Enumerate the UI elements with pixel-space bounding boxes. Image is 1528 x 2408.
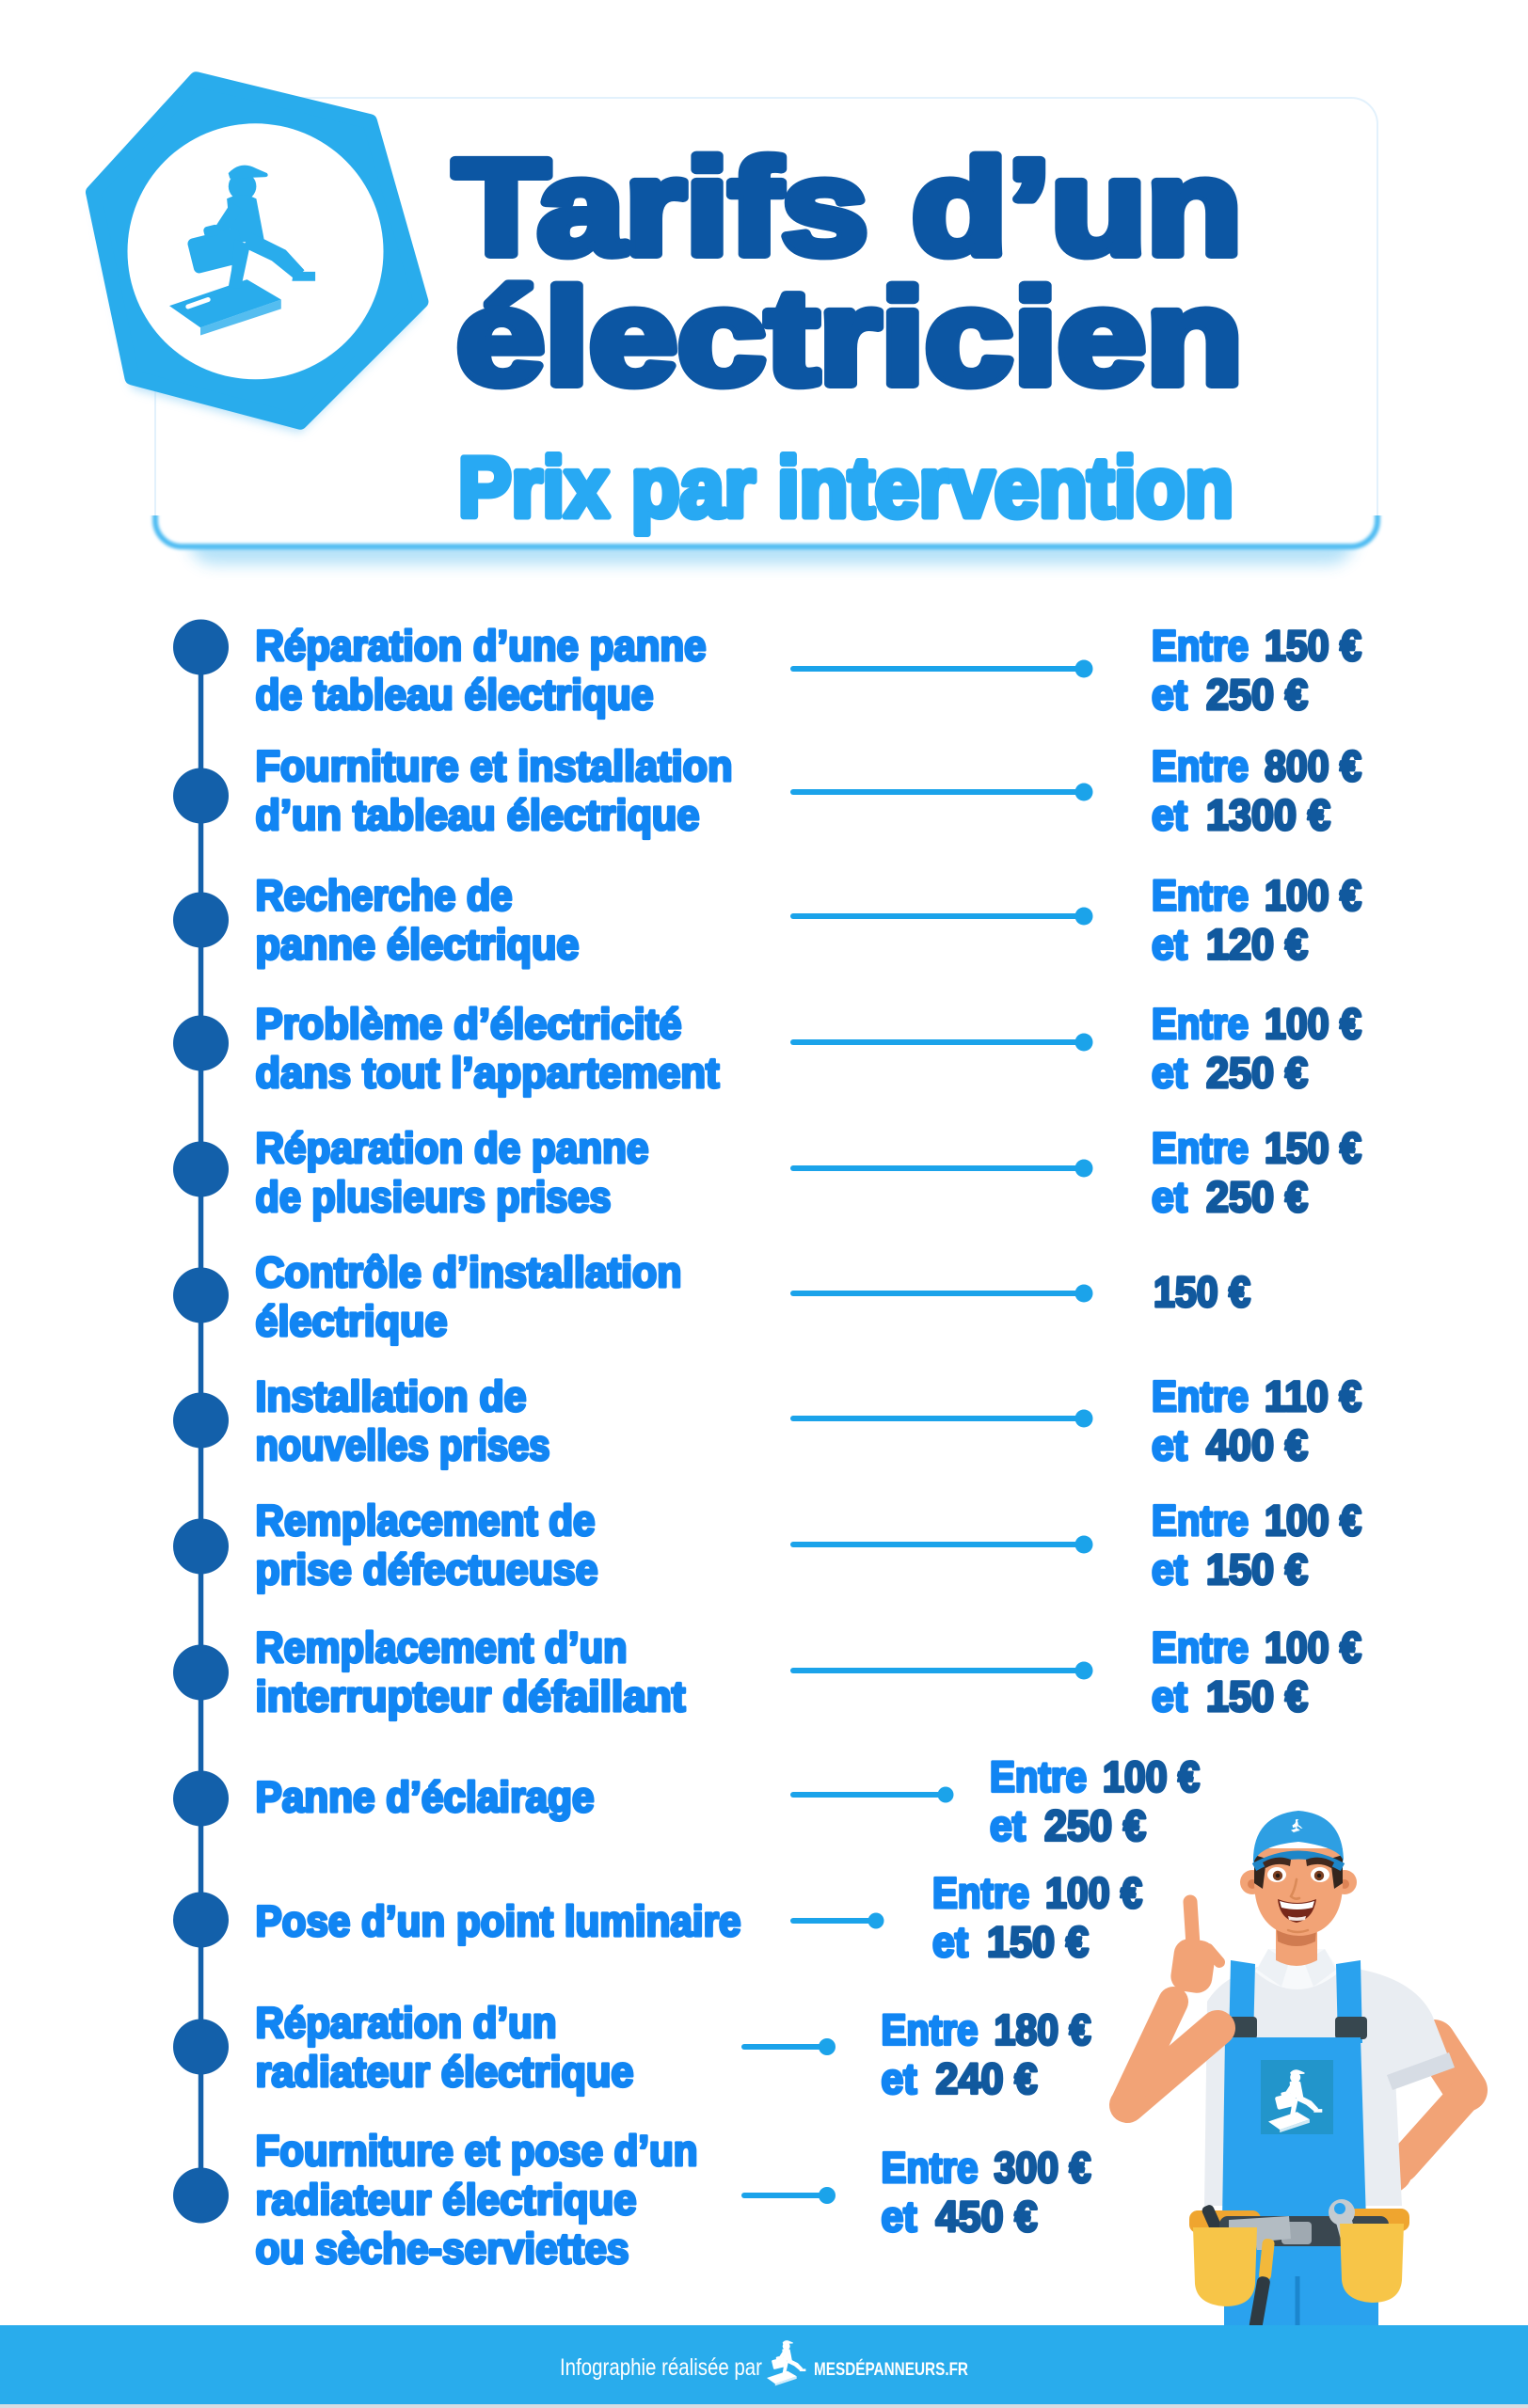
svg-text:et: et: [1152, 1049, 1187, 1097]
svg-text:et: et: [932, 1918, 968, 1966]
svg-text:150 €: 150 €: [987, 1918, 1089, 1966]
svg-text:Fourniture et pose d’un: Fourniture et pose d’un: [256, 2127, 698, 2175]
svg-text:Entre: Entre: [1152, 1497, 1249, 1545]
svg-text:MESDÉPANNEURS.FR: MESDÉPANNEURS.FR: [814, 2358, 968, 2380]
svg-text:Tarifs d’un: Tarifs d’un: [454, 132, 1242, 283]
svg-text:de tableau électrique: de tableau électrique: [256, 671, 654, 719]
svg-text:Entre: Entre: [1152, 1624, 1249, 1671]
svg-text:Infographie réalisée par: Infographie réalisée par: [560, 2354, 762, 2381]
svg-text:Recherche de: Recherche de: [256, 872, 513, 920]
svg-text:450 €: 450 €: [936, 2193, 1038, 2241]
svg-text:Entre: Entre: [1152, 622, 1249, 670]
svg-text:110 €: 110 €: [1265, 1372, 1361, 1420]
svg-text:et: et: [1152, 1173, 1187, 1221]
svg-text:Entre: Entre: [882, 2144, 979, 2192]
svg-text:Remplacement d’un: Remplacement d’un: [256, 1624, 628, 1671]
svg-text:150 €: 150 €: [1206, 1545, 1308, 1593]
svg-text:Entre: Entre: [1152, 872, 1249, 920]
svg-text:et: et: [1152, 1421, 1187, 1469]
svg-text:150 €: 150 €: [1206, 1672, 1308, 1720]
svg-text:100 €: 100 €: [1045, 1869, 1142, 1917]
svg-text:et: et: [1152, 671, 1187, 719]
svg-text:250 €: 250 €: [1206, 1173, 1308, 1221]
svg-text:et: et: [1152, 791, 1187, 839]
svg-text:et: et: [990, 1802, 1026, 1850]
svg-text:Réparation d’une panne: Réparation d’une panne: [256, 622, 707, 670]
svg-text:250 €: 250 €: [1206, 1049, 1308, 1097]
svg-text:Entre: Entre: [932, 1869, 1029, 1917]
svg-text:150 €: 150 €: [1265, 622, 1361, 670]
svg-text:Entre: Entre: [882, 2006, 979, 2054]
svg-text:ou sèche-serviettes: ou sèche-serviettes: [256, 2225, 629, 2273]
svg-text:prise défectueuse: prise défectueuse: [256, 1545, 598, 1593]
svg-text:120 €: 120 €: [1206, 921, 1308, 969]
svg-text:Contrôle d’installation: Contrôle d’installation: [256, 1248, 682, 1296]
svg-text:nouvelles prises: nouvelles prises: [256, 1421, 550, 1469]
svg-text:180 €: 180 €: [995, 2006, 1091, 2054]
svg-text:d’un tableau électrique: d’un tableau électrique: [256, 791, 700, 839]
svg-text:Problème d’électricité: Problème d’électricité: [256, 1000, 682, 1048]
svg-text:Remplacement de: Remplacement de: [256, 1497, 596, 1545]
svg-text:100 €: 100 €: [1265, 872, 1361, 920]
svg-text:100 €: 100 €: [1265, 1624, 1361, 1671]
svg-text:150 €: 150 €: [1154, 1268, 1250, 1316]
svg-text:électrique: électrique: [256, 1297, 448, 1345]
svg-text:Réparation d’un: Réparation d’un: [256, 1999, 557, 2047]
svg-text:et: et: [1152, 1672, 1187, 1720]
svg-text:et: et: [1152, 1545, 1187, 1593]
svg-text:Entre: Entre: [1152, 1372, 1249, 1420]
svg-text:150 €: 150 €: [1265, 1124, 1361, 1172]
svg-text:Entre: Entre: [1152, 742, 1249, 790]
svg-text:Entre: Entre: [1152, 1124, 1249, 1172]
svg-text:250 €: 250 €: [1206, 671, 1308, 719]
svg-text:Entre: Entre: [990, 1753, 1087, 1801]
svg-text:radiateur électrique: radiateur électrique: [256, 2176, 637, 2224]
svg-text:400 €: 400 €: [1206, 1421, 1308, 1469]
svg-text:300 €: 300 €: [995, 2144, 1091, 2192]
svg-text:Panne d’éclairage: Panne d’éclairage: [256, 1773, 595, 1821]
svg-text:Pose d’un point luminaire: Pose d’un point luminaire: [256, 1897, 741, 1945]
svg-text:240 €: 240 €: [936, 2055, 1038, 2103]
svg-text:1300 €: 1300 €: [1206, 791, 1330, 839]
svg-text:100 €: 100 €: [1103, 1753, 1200, 1801]
svg-text:et: et: [882, 2055, 917, 2103]
svg-text:250 €: 250 €: [1044, 1802, 1146, 1850]
svg-text:radiateur électrique: radiateur électrique: [256, 2048, 634, 2096]
svg-text:Entre: Entre: [1152, 1000, 1249, 1048]
svg-text:dans tout l’appartement: dans tout l’appartement: [256, 1049, 720, 1097]
svg-text:panne électrique: panne électrique: [256, 921, 580, 969]
svg-text:et: et: [1152, 921, 1187, 969]
svg-text:800 €: 800 €: [1265, 742, 1361, 790]
svg-text:Fourniture et installation: Fourniture et installation: [256, 742, 733, 790]
svg-text:électricien: électricien: [456, 261, 1243, 413]
svg-text:interrupteur défaillant: interrupteur défaillant: [256, 1672, 686, 1720]
svg-text:100 €: 100 €: [1265, 1497, 1361, 1545]
svg-text:de plusieurs prises: de plusieurs prises: [256, 1173, 612, 1221]
svg-text:et: et: [882, 2193, 917, 2241]
svg-text:Installation de: Installation de: [256, 1372, 527, 1420]
svg-text:Prix par intervention: Prix par intervention: [458, 441, 1234, 535]
svg-text:Réparation de panne: Réparation de panne: [256, 1124, 649, 1172]
svg-text:100 €: 100 €: [1265, 1000, 1361, 1048]
